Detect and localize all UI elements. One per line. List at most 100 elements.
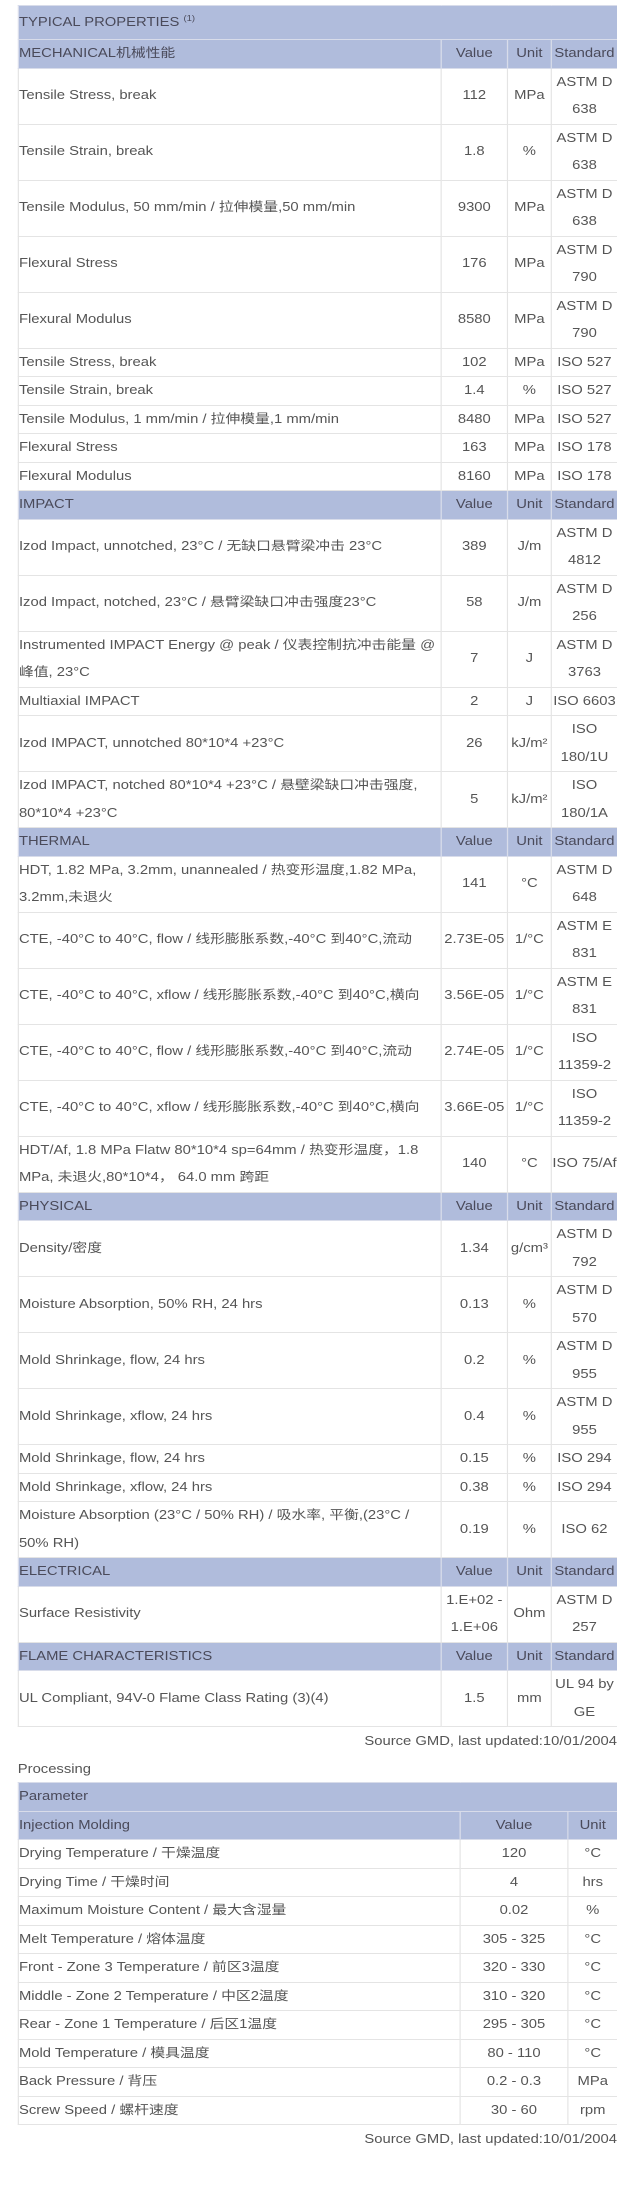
property-standard: ASTM D 570 — [550, 1276, 617, 1333]
property-name: Flexural Stress — [17, 235, 442, 293]
property-standard: ISO 527 — [550, 347, 617, 377]
section-header-row: PHYSICAL Value Unit Standard — [17, 1191, 617, 1221]
property-value: 0.2 — [440, 1332, 509, 1389]
property-standard: ASTM D 257 — [550, 1585, 617, 1643]
property-value: 0.13 — [440, 1276, 509, 1333]
section-name: ELECTRICAL — [17, 1557, 442, 1587]
value-header: Value — [459, 1810, 569, 1840]
property-unit: MPa — [506, 235, 552, 293]
unit-header: Unit — [567, 1810, 617, 1840]
parameter-value: 305 - 325 — [459, 1924, 569, 1954]
property-name: Multiaxial IMPACT — [17, 686, 442, 716]
property-value: 3.66E-05 — [440, 1079, 509, 1137]
table-row: Flexural Modulus 8160 MPa ISO 178 — [17, 461, 617, 491]
property-unit: g/cm³ — [506, 1220, 552, 1277]
property-name: Izod Impact, notched, 23°C / 悬臂梁缺口冲击强度23… — [17, 574, 442, 632]
property-standard: ASTM D 792 — [550, 1220, 617, 1277]
property-value: 9300 — [440, 179, 509, 237]
table-row: Tensile Stress, break 102 MPa ISO 527 — [17, 347, 617, 377]
property-name: CTE, -40°C to 40°C, flow / 线形膨胀系数,-40°C … — [17, 911, 442, 969]
source-note: Source GMD, last updated:10/01/2004 — [364, 2132, 617, 2146]
section-header-row: FLAME CHARACTERISTICS Value Unit Standard — [17, 1641, 617, 1671]
property-value: 8160 — [440, 461, 509, 491]
table-row: Tensile Modulus, 1 mm/min / 拉伸模量,1 mm/mi… — [17, 404, 617, 434]
processing-heading: Processing — [17, 1762, 92, 1776]
property-value: 140 — [440, 1135, 509, 1193]
table-row: Flexural Modulus 8580 MPa ASTM D 790 — [17, 291, 617, 349]
property-value: 176 — [440, 235, 509, 293]
property-unit: 1/°C — [506, 967, 552, 1025]
table-row: Tensile Strain, break 1.4% ISO 527 — [17, 376, 617, 406]
table-row: HDT/Af, 1.8 MPa Flatw 80*10*4 sp=64mm / … — [17, 1135, 617, 1193]
table-row: Moisture Absorption, 50% RH, 24 hrs 0.13%… — [17, 1276, 617, 1333]
property-unit: % — [506, 1332, 552, 1389]
property-unit: % — [506, 1276, 552, 1333]
property-name: Flexural Stress — [17, 433, 442, 463]
table-row: Flexural Stress 176 MPa ASTM D 790 — [17, 235, 617, 293]
parameter-name: Drying Time / 干燥时间 — [17, 1867, 461, 1897]
property-standard: ASTM E 831 — [550, 911, 617, 969]
property-name: Surface Resistivity — [17, 1585, 442, 1643]
property-standard: ASTM D 955 — [550, 1388, 617, 1445]
property-name: Flexural Modulus — [17, 461, 442, 491]
property-unit: MPa — [506, 347, 552, 377]
table-row: Back Pressure / 背压 0.2 - 0.3 MPa — [17, 2067, 617, 2097]
property-value: 112 — [440, 67, 509, 125]
parameter-unit: °C — [567, 1924, 617, 1954]
property-standard: ASTM D 790 — [550, 291, 617, 349]
property-value: 0.15 — [440, 1444, 509, 1474]
property-name: UL Compliant, 94V-0 Flame Class Rating (… — [17, 1670, 442, 1727]
property-name: HDT/Af, 1.8 MPa Flatw 80*10*4 sp=64mm / … — [17, 1135, 442, 1193]
parameter-value: 30 - 60 — [459, 2095, 569, 2125]
value-header: Value — [440, 39, 509, 69]
property-standard: ISO 178 — [550, 433, 617, 463]
parameter-unit: hrs — [567, 1867, 617, 1897]
property-unit: J — [506, 630, 552, 688]
property-standard: ISO 527 — [550, 376, 617, 406]
property-value: 26 — [440, 715, 509, 772]
property-standard: ASTM D 256 — [550, 574, 617, 632]
section-header-row: ELECTRICAL Value Unit Standard — [17, 1557, 617, 1587]
property-name: Instrumented IMPACT Energy @ peak / 仪表控制… — [17, 630, 442, 688]
parameter-unit: °C — [567, 2038, 617, 2068]
property-unit: MPa — [506, 461, 552, 491]
property-value: 1.5 — [440, 1670, 509, 1727]
typical-properties-table: TYPICAL PROPERTIES (1) MECHANICAL机械性能 Val… — [17, 5, 617, 1727]
parameter-name: Back Pressure / 背压 — [17, 2067, 461, 2097]
parameter-value: 0.02 — [459, 1896, 569, 1926]
section-header-row: IMPACT Value Unit Standard — [17, 490, 617, 520]
property-standard: ISO 6603 — [550, 686, 617, 716]
property-standard: ASTM D 4812 — [550, 518, 617, 576]
parameter-unit: °C — [567, 1981, 617, 2011]
property-name: Tensile Strain, break — [17, 123, 442, 181]
property-value: 2 — [440, 686, 509, 716]
property-unit: °C — [506, 1135, 552, 1193]
table-row: Mold Shrinkage, flow, 24 hrs 0.2% ASTM D 9… — [17, 1332, 617, 1389]
property-standard: ASTM D 3763 — [550, 630, 617, 688]
property-unit: MPa — [506, 404, 552, 434]
property-standard: ISO 62 — [550, 1501, 617, 1558]
property-standard: ISO 294 — [550, 1472, 617, 1502]
standard-header: Standard — [550, 1191, 617, 1221]
property-value: 1.8 — [440, 123, 509, 181]
property-standard: ASTM D 638 — [550, 123, 617, 181]
property-value: 163 — [440, 433, 509, 463]
property-name: Mold Shrinkage, xflow, 24 hrs — [17, 1472, 442, 1502]
source-note: Source GMD, last updated:10/01/2004 — [364, 1734, 617, 1748]
section-name: IMPACT — [17, 490, 442, 520]
section-name: MECHANICAL机械性能 — [17, 39, 442, 69]
property-unit: MPa — [506, 433, 552, 463]
unit-header: Unit — [506, 827, 552, 857]
property-value: 58 — [440, 574, 509, 632]
property-value: 2.73E-05 — [440, 911, 509, 969]
property-name: CTE, -40°C to 40°C, flow / 线形膨胀系数,-40°C … — [17, 1023, 442, 1081]
parameter-value: 80 - 110 — [459, 2038, 569, 2068]
property-name: Mold Shrinkage, flow, 24 hrs — [17, 1444, 442, 1474]
property-value: 1.4 — [440, 376, 509, 406]
parameter-name: Drying Temperature / 干燥温度 — [17, 1839, 461, 1869]
property-value: 2.74E-05 — [440, 1023, 509, 1081]
section-header-row: THERMAL Value Unit Standard — [17, 827, 617, 857]
property-value: 3.56E-05 — [440, 967, 509, 1025]
property-value: 7 — [440, 630, 509, 688]
section-name: PHYSICAL — [17, 1191, 442, 1221]
